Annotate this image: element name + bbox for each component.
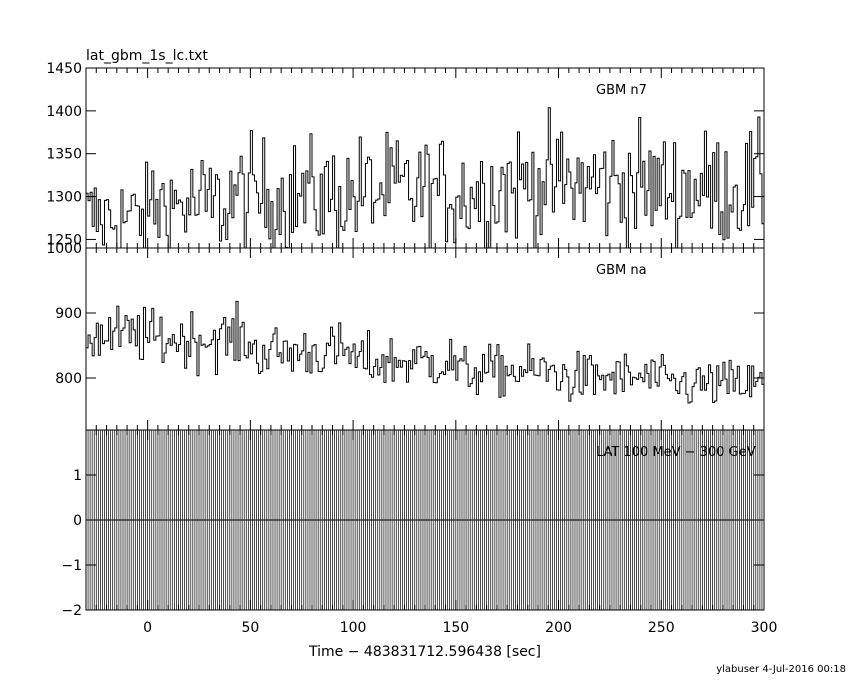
x-axis-label: Time − 483831712.596438 [sec]: [308, 644, 541, 660]
y-tick-label: −2: [61, 603, 82, 619]
y-tick-label: 1400: [46, 104, 82, 120]
x-tick-label: 150: [442, 620, 469, 636]
panel-3: −2 −1 0 1 LAT 100 MeV − 300 GeV: [61, 429, 765, 619]
x-tick-label: 250: [648, 620, 675, 636]
x-tick-label: 50: [241, 620, 259, 636]
y-tick-label: 900: [55, 306, 82, 322]
y-tick-label: 0: [73, 513, 82, 529]
panel-2-trace: [86, 300, 764, 404]
x-tick-label: 300: [751, 620, 778, 636]
footer-stamp: ylabuser 4-Jul-2016 00:18: [716, 664, 846, 675]
y-tick-label: 1450: [46, 61, 82, 77]
panel-1-label: GBM n7: [596, 83, 647, 98]
y-tick-label: 1: [73, 468, 82, 484]
panel-2: 800 900 1000 GBM na: [46, 241, 765, 431]
series-line-gbm-na: [86, 300, 764, 404]
y-tick-label: 1350: [46, 147, 82, 163]
panel-3-trace: [86, 430, 764, 610]
y-tick-label: 1300: [46, 190, 82, 206]
series-line-gbm-n7: [86, 107, 764, 248]
figure-title: lat_gbm_1s_lc.txt: [86, 48, 208, 64]
x-tick-label: 100: [340, 620, 367, 636]
x-tick-label: 200: [545, 620, 572, 636]
panel-2-label: GBM na: [596, 263, 647, 278]
y-tick-label: 800: [55, 371, 82, 387]
panel-1-trace: [86, 107, 764, 248]
x-tick-label: 0: [143, 620, 152, 636]
y-tick-label: 1000: [46, 241, 82, 257]
y-tick-label: 1250: [46, 232, 82, 248]
panel-3-label: LAT 100 MeV − 300 GeV: [596, 445, 756, 460]
y-tick-label: −1: [61, 558, 82, 574]
